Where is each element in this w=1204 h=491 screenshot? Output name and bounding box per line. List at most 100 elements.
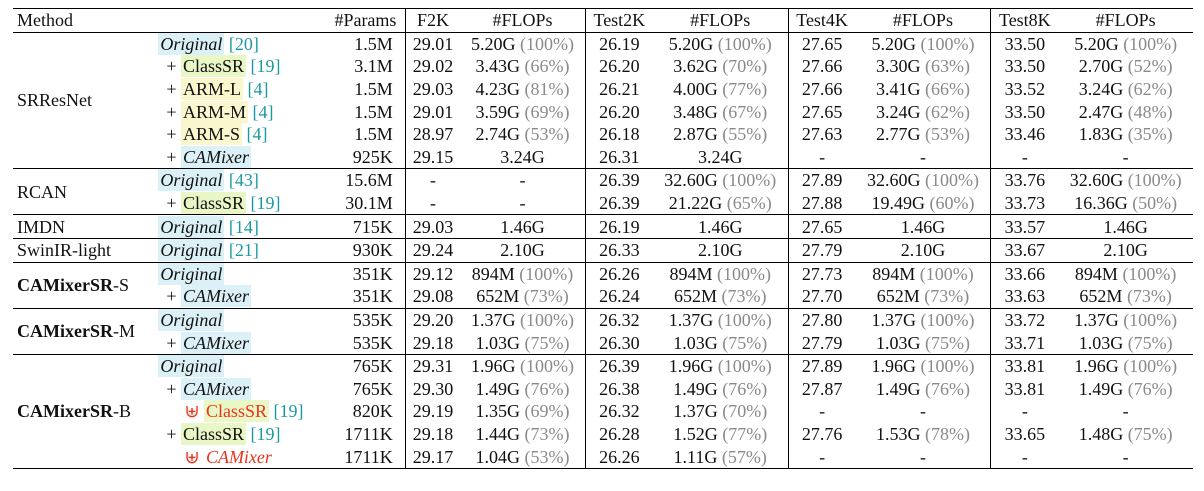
flops-cell: 1.49G (76%): [653, 378, 788, 401]
variant-prefix: +: [166, 378, 177, 399]
flops-percent: (75%): [1127, 423, 1173, 444]
flops-value: 894M: [471, 263, 515, 284]
flops-value: -: [1122, 446, 1129, 467]
method-cell: RCAN: [13, 169, 154, 215]
flops-value: 4.23G: [475, 79, 521, 100]
psnr-cell: 29.24: [404, 238, 461, 263]
header-cell: Test8K: [990, 8, 1059, 33]
flops-value: -: [919, 446, 926, 467]
flops-cell: 1.04G (53%): [460, 445, 585, 468]
flops-cell: 1.96G (100%): [460, 354, 585, 377]
flops-percent: (66%): [924, 79, 970, 100]
flops-percent: (70%): [722, 56, 768, 77]
page: Method #Params F2K #FLOPs Test2K #FLOPs Test4K…: [13, 8, 1193, 469]
flops-cell: 1.35G (69%): [460, 400, 585, 423]
flops-cell: 3.48G (67%): [653, 100, 788, 123]
flops-cell: 894M (100%): [653, 262, 788, 285]
psnr-cell: 33.46: [990, 122, 1059, 146]
flops-value: 16.36G: [1074, 193, 1128, 214]
table-row: CAMixerSR-S Original 351K 29.12 894M (100%) 2…: [13, 262, 1193, 295]
table-row: + ClassSR [19] 1711K 29.18 1.44G (73%) 26.28…: [13, 422, 1193, 446]
flops-percent: (100%): [717, 33, 772, 54]
flops-cell: 894M (100%): [1058, 262, 1193, 285]
flops-percent: (78%): [924, 423, 970, 444]
flops-cell: 4.23G (81%): [460, 78, 585, 101]
psnr-cell: 29.15: [404, 145, 461, 169]
psnr-cell: 26.30: [584, 331, 653, 355]
variant-name: Original: [158, 355, 225, 378]
variant-cell: + ClassSR [19]: [154, 192, 326, 215]
header-cell: Test2K: [584, 8, 653, 33]
flops-percent: (75%): [722, 332, 768, 353]
psnr-cell: 29.03: [404, 77, 461, 101]
psnr-cell: 33.66: [990, 262, 1059, 286]
flops-cell: 2.70G (52%): [1058, 55, 1193, 78]
flops-cell: -: [460, 169, 585, 192]
variant-cell: ⊎ CAMixer: [154, 445, 326, 468]
flops-cell: 1.03G (75%): [1058, 331, 1193, 354]
flops-percent: (76%): [524, 378, 570, 399]
flops-cell: 1.49G (76%): [460, 378, 585, 401]
flops-value: -: [919, 146, 926, 167]
flops-cell: 1.11G (57%): [653, 445, 788, 468]
flops-cell: 2.87G (55%): [653, 123, 788, 146]
row-group: SwinIR-light Original [21] 930K 29.24 2.10G 2…: [13, 238, 1193, 263]
flops-value: 3.24G: [875, 101, 921, 122]
flops-cell: 5.20G (100%): [460, 32, 585, 55]
header-row: Method #Params F2K #FLOPs Test2K #FLOPs Test4K…: [13, 8, 1193, 33]
flops-value: 1.37G: [871, 310, 916, 331]
flops-cell: -: [460, 192, 585, 215]
variant-cell: Original [20]: [154, 32, 326, 55]
psnr-cell: 27.79: [787, 331, 856, 355]
flops-value: 1.96G: [668, 356, 714, 377]
params-cell: 351K: [352, 263, 393, 284]
flops-percent: (53%): [524, 446, 570, 467]
flops-cell: 1.37G (100%): [856, 308, 991, 331]
flops-cell: 3.43G (66%): [460, 55, 585, 78]
citation: [14]: [228, 216, 259, 237]
flops-value: 3.24G: [1078, 79, 1124, 100]
flops-cell: 1.96G (100%): [1058, 354, 1193, 377]
method-cell: SwinIR-light: [13, 238, 154, 262]
flops-cell: 1.37G (100%): [1058, 308, 1193, 331]
flops-cell: 1.49G (76%): [1058, 378, 1193, 401]
flops-cell: 3.24G (62%): [1058, 78, 1193, 101]
method-name: SRResNet: [17, 90, 93, 111]
header-cell: Method: [17, 10, 73, 31]
flops-value: 19.49G: [871, 193, 925, 214]
variant-name: ClassSR: [203, 400, 269, 423]
flops-value: -: [1122, 401, 1129, 422]
variant-name: ARM-L: [181, 78, 243, 101]
flops-cell: 1.03G (75%): [856, 331, 991, 354]
flops-percent: (35%): [1127, 124, 1173, 145]
flops-cell: -: [1058, 445, 1193, 468]
flops-percent: (100%): [1123, 33, 1178, 54]
psnr-cell: 29.20: [404, 308, 461, 332]
variant-cell: Original [21]: [154, 238, 326, 262]
flops-cell: 2.74G (53%): [460, 123, 585, 146]
flops-percent: (100%): [920, 310, 975, 331]
variant-name: CAMixer: [205, 446, 272, 467]
psnr-cell: 29.12: [404, 262, 461, 286]
flops-cell: 652M (73%): [653, 285, 788, 308]
table-row: + ClassSR [19] 3.1M 29.02 3.43G (66%) 26.20 3…: [13, 55, 1193, 78]
flops-cell: 1.46G: [653, 215, 788, 239]
params-cell: 1711K: [344, 423, 393, 444]
method-name: SwinIR-light: [17, 240, 112, 261]
flops-value: 1.96G: [471, 356, 516, 377]
citation: [21]: [228, 240, 259, 261]
variant-cell: + CAMixer: [154, 377, 326, 401]
params-cell: 765K: [352, 356, 393, 377]
flops-percent: (100%): [1122, 263, 1177, 284]
flops-cell: 2.10G: [856, 238, 991, 262]
variant-prefix: ⊎: [184, 446, 200, 467]
table-header: Method #Params F2K #FLOPs Test2K #FLOPs Test4K…: [13, 8, 1193, 33]
flops-cell: 5.20G (100%): [1058, 32, 1193, 55]
psnr-cell: 26.26: [584, 262, 653, 286]
flops-percent: (77%): [722, 79, 768, 100]
flops-value: 1.44G: [475, 423, 521, 444]
flops-percent: (62%): [924, 101, 970, 122]
flops-cell: 16.36G (50%): [1058, 192, 1193, 215]
variant-name: CAMixer: [181, 331, 251, 354]
flops-cell: 1.53G (78%): [856, 423, 991, 446]
